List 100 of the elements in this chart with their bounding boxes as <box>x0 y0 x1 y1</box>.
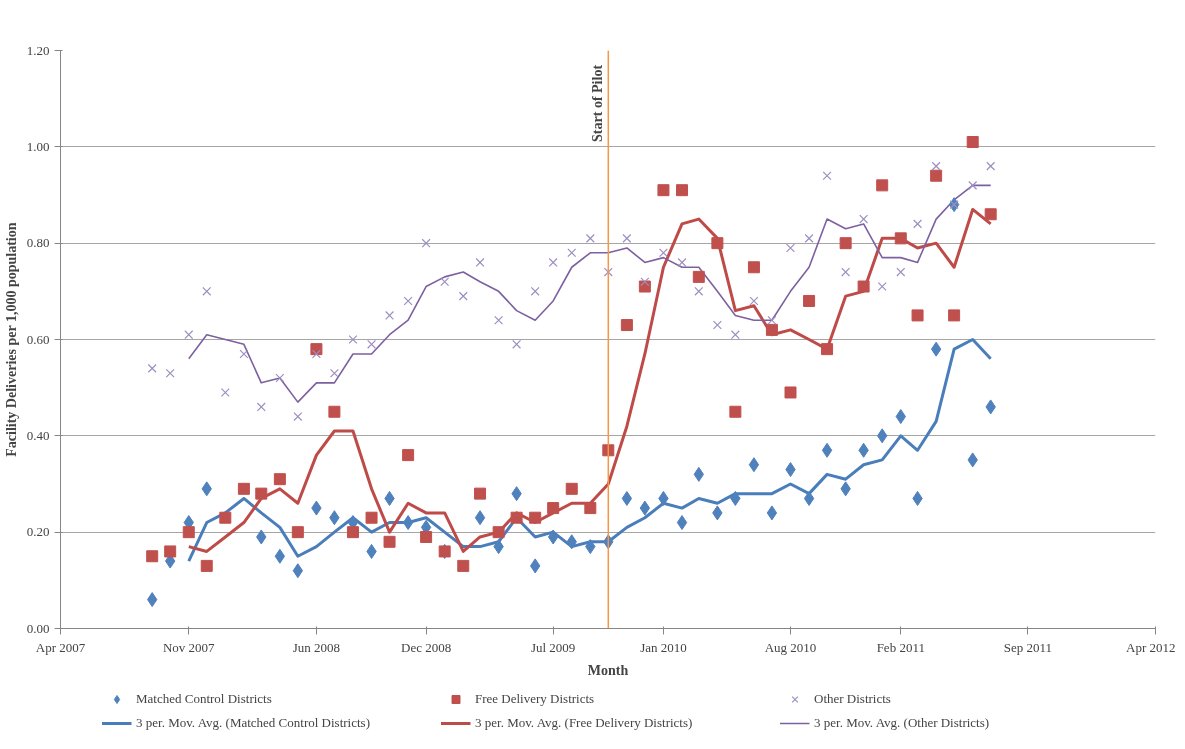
point <box>219 511 232 524</box>
y-tick-label: 1.20 <box>26 42 50 58</box>
point <box>948 309 961 322</box>
point <box>147 363 157 373</box>
point <box>784 386 797 399</box>
legend-label: 3 per. Mov. Avg. (Other Districts) <box>814 715 991 731</box>
point <box>474 510 486 526</box>
point <box>841 267 851 277</box>
point <box>474 487 487 500</box>
y-tick-label: 0.40 <box>26 427 50 443</box>
point <box>255 487 268 500</box>
point <box>786 243 795 253</box>
point <box>237 482 250 495</box>
point <box>512 339 522 349</box>
point <box>749 296 759 306</box>
point <box>804 233 814 243</box>
point <box>913 219 923 229</box>
point <box>877 282 887 292</box>
y-tick-label: 0.60 <box>26 331 50 347</box>
x-tick-label: Sep 2011 <box>1003 639 1052 655</box>
point <box>803 294 816 307</box>
point <box>767 315 777 325</box>
legend-label: Other Districts <box>814 691 892 707</box>
point <box>602 444 615 457</box>
point <box>329 368 339 378</box>
y-tick-label: 0.80 <box>26 235 50 251</box>
point <box>657 184 670 197</box>
point <box>567 248 577 258</box>
point <box>894 232 907 245</box>
point <box>930 341 942 357</box>
point <box>165 368 175 378</box>
point <box>821 442 833 458</box>
point <box>346 526 359 539</box>
point <box>256 402 266 412</box>
point <box>494 315 504 325</box>
point <box>677 257 687 267</box>
point <box>857 280 870 293</box>
point <box>676 515 688 531</box>
x-tick-label: Apr 2012 <box>1126 639 1176 655</box>
point <box>274 548 286 564</box>
point <box>748 457 760 473</box>
point <box>712 320 722 330</box>
point <box>765 323 778 336</box>
point <box>202 286 212 296</box>
y-tick-label: 0.00 <box>26 620 50 636</box>
point <box>420 530 433 543</box>
point <box>547 529 559 545</box>
point <box>385 310 395 320</box>
point <box>548 257 558 267</box>
point <box>584 502 597 515</box>
point <box>966 136 979 149</box>
point <box>859 214 869 224</box>
point <box>239 349 249 359</box>
x-tick-label: Jun 2008 <box>292 639 341 655</box>
point <box>931 161 941 171</box>
point <box>457 559 470 572</box>
point <box>821 343 834 356</box>
point <box>311 349 321 359</box>
legend-label: Free Delivery Districts <box>475 691 596 707</box>
point <box>421 238 431 248</box>
point <box>273 473 286 486</box>
x-tick-label: Jan 2010 <box>640 639 687 655</box>
line-series <box>187 184 992 403</box>
point <box>182 526 195 539</box>
point <box>403 296 413 306</box>
x-axis-title: Month <box>587 662 629 678</box>
legend-label: Matched Control Districts <box>136 691 273 707</box>
y-tick-label: 0.20 <box>26 524 50 540</box>
point <box>694 286 704 296</box>
point <box>585 233 595 243</box>
point <box>293 412 303 422</box>
x-tick-label: Dec 2008 <box>401 639 452 655</box>
point <box>622 233 632 243</box>
point <box>565 482 578 495</box>
point <box>676 184 689 197</box>
point <box>164 545 177 558</box>
point <box>530 286 540 296</box>
line-series <box>187 207 993 553</box>
point <box>458 291 468 301</box>
point <box>603 267 613 277</box>
point <box>328 405 341 418</box>
point <box>839 237 852 250</box>
point <box>711 237 724 250</box>
point <box>620 319 633 332</box>
point <box>747 261 760 274</box>
point <box>968 180 978 190</box>
point <box>200 559 213 572</box>
point <box>402 515 414 531</box>
legend-label: 3 per. Mov. Avg. (Free Delivery Districts) <box>475 715 694 731</box>
point <box>348 335 358 344</box>
point <box>492 526 505 539</box>
point <box>876 179 889 192</box>
x-tick-label: Apr 2007 <box>35 639 86 655</box>
point <box>383 535 396 548</box>
point <box>547 502 560 515</box>
x-tick-label: Nov 2007 <box>162 639 216 655</box>
point <box>292 563 304 579</box>
point <box>639 500 651 516</box>
legend-label: 3 per. Mov. Avg. (Matched Control Districts) <box>136 715 371 731</box>
point <box>730 330 740 340</box>
